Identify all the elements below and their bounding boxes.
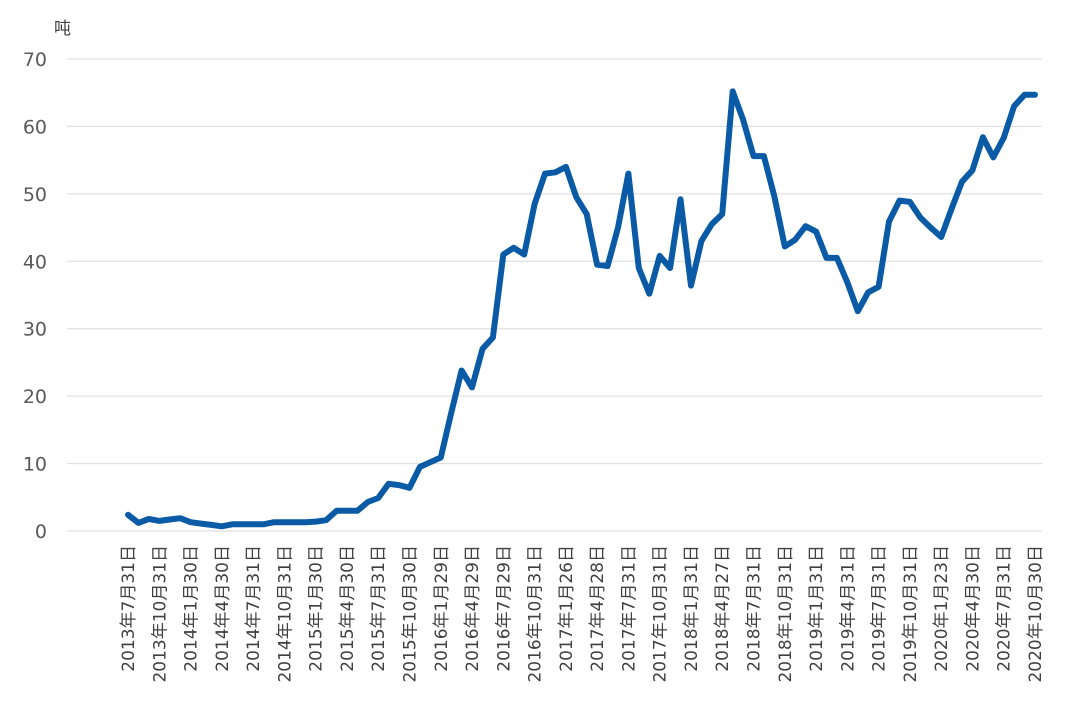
- x-tick-label: 2017年4月28日: [588, 545, 608, 672]
- x-tick-label: 2016年1月29日: [432, 545, 452, 672]
- x-tick-label: 2018年10月31日: [776, 545, 796, 683]
- y-tick-label: 60: [23, 116, 47, 138]
- x-tick-label: 2018年7月31日: [745, 545, 765, 672]
- x-tick-label: 2015年7月31日: [369, 545, 389, 672]
- x-tick-label: 2020年7月31日: [995, 545, 1015, 672]
- x-tick-label: 2017年1月26日: [557, 545, 577, 672]
- x-tick-label: 2020年4月30日: [963, 545, 983, 672]
- x-tick-label: 2016年7月29日: [494, 545, 514, 672]
- y-tick-label: 40: [23, 251, 47, 273]
- x-tick-label: 2018年4月27日: [713, 545, 733, 672]
- x-tick-label: 2016年4月29日: [463, 545, 483, 672]
- x-tick-label: 2017年7月31日: [619, 545, 639, 672]
- y-tick-label: 30: [23, 319, 47, 341]
- x-tick-label: 2020年1月23日: [932, 545, 952, 672]
- x-tick-label: 2019年1月31日: [807, 545, 827, 672]
- series-layer: [125, 88, 1038, 530]
- y-axis-ticks: 0 10 20 30 40 50 60 70: [23, 49, 47, 543]
- x-tick-label: 2014年1月30日: [182, 545, 202, 672]
- y-tick-label: 50: [23, 184, 47, 206]
- y-tick-label: 0: [35, 521, 47, 543]
- series-line: [125, 88, 1038, 530]
- x-tick-label: 2019年7月31日: [870, 545, 890, 672]
- y-tick-label: 70: [23, 49, 47, 71]
- x-tick-label: 2020年10月30日: [1026, 545, 1046, 683]
- x-tick-label: 2013年10月31日: [150, 545, 170, 683]
- x-tick-label: 2015年4月30日: [338, 545, 358, 672]
- x-tick-label: 2014年7月31日: [244, 545, 264, 672]
- x-axis-ticks: 2013年7月31日 2013年10月31日 2014年1月30日 2014年4月30…: [119, 545, 1046, 683]
- gridlines: [67, 58, 1042, 532]
- x-tick-label: 2015年10月30日: [400, 545, 420, 683]
- x-tick-label: 2017年10月31日: [651, 545, 671, 683]
- x-tick-label: 2016年10月31日: [526, 545, 546, 683]
- x-tick-label: 2015年1月30日: [307, 545, 327, 672]
- x-tick-label: 2014年10月31日: [275, 545, 295, 683]
- x-tick-label: 2013年7月31日: [119, 545, 139, 672]
- y-tick-label: 10: [23, 454, 47, 476]
- x-tick-label: 2019年10月31日: [901, 545, 921, 683]
- x-tick-label: 2018年1月31日: [682, 545, 702, 672]
- x-tick-label: 2014年4月30日: [213, 545, 233, 672]
- y-tick-label: 20: [23, 386, 47, 408]
- x-tick-label: 2019年4月31日: [838, 545, 858, 672]
- y-axis-unit-label: 吨: [54, 19, 71, 39]
